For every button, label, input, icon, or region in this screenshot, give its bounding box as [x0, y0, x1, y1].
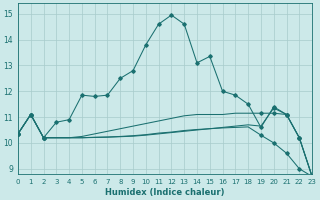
X-axis label: Humidex (Indice chaleur): Humidex (Indice chaleur): [105, 188, 225, 197]
